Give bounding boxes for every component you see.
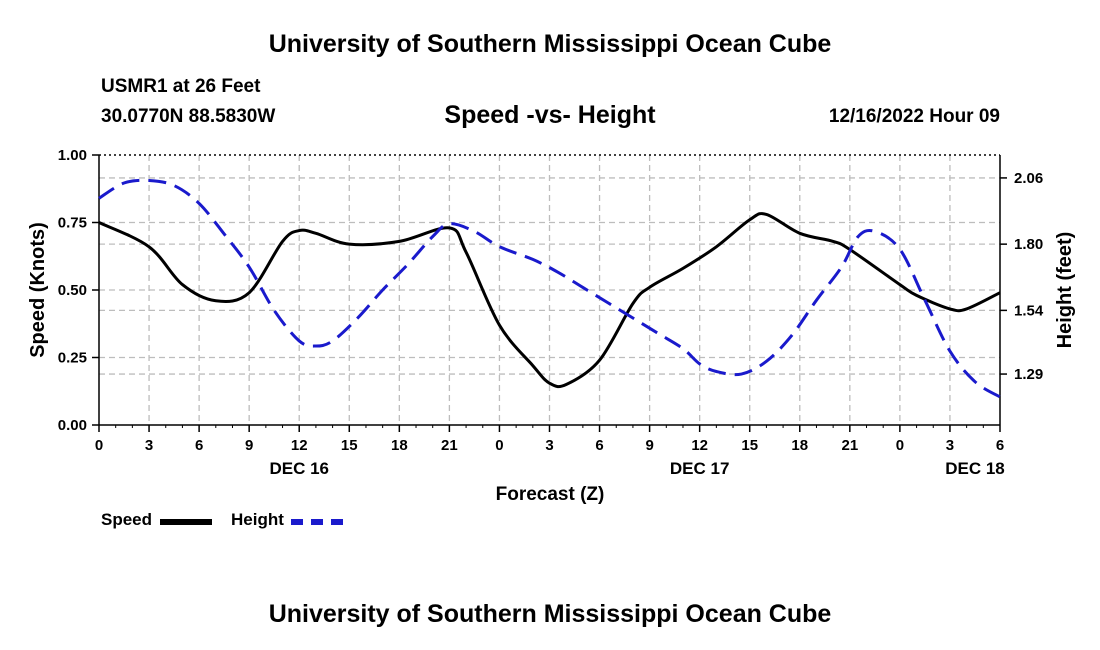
date-label: DEC 16 [269,459,329,478]
x-tick-label: 18 [791,437,808,454]
x-tick-label: 21 [841,437,858,454]
date-label: DEC 17 [670,459,730,478]
x-tick-label: 6 [996,437,1004,454]
x-axis-label: Forecast (Z) [496,484,605,505]
x-tick-label: 12 [691,437,708,454]
x-tick-label: 9 [245,437,253,454]
chart-title-top: University of Southern Mississippi Ocean… [268,30,832,58]
y-tick-label: 0.50 [58,282,87,299]
x-tick-label: 21 [441,437,458,454]
coordinates-label: 30.0770N 88.5830W [101,106,276,127]
series-lines [98,178,1001,399]
chart-grid [99,155,1000,425]
x-tick-label: 18 [391,437,408,454]
legend-height-label: Height [231,510,284,529]
y2-tick-label: 2.06 [1014,170,1043,187]
x-tick-label: 15 [741,437,758,454]
x-tick-label: 3 [946,437,954,454]
station-label: USMR1 at 26 Feet [101,76,261,97]
y-axis-label: Speed (Knots) [27,222,49,358]
x-tick-label: 0 [495,437,503,454]
chart-subtitle: Speed -vs- Height [444,101,656,129]
forecast-datetime: 12/16/2022 Hour 09 [828,106,1000,127]
x-tick-label: 9 [645,437,653,454]
y2-tick-label: 1.29 [1014,366,1043,383]
legend-height-swatch [291,519,343,525]
x-tick-label: 3 [545,437,553,454]
y2-tick-label: 1.80 [1014,236,1043,253]
y-tick-label: 0.00 [58,417,87,434]
x-tick-label: 0 [95,437,103,454]
x-tick-label: 6 [595,437,603,454]
height-series-line [98,178,1001,399]
x-tick-label: 6 [195,437,203,454]
x-tick-label: 3 [145,437,153,454]
x-tick-label: 15 [341,437,358,454]
x-tick-label: 0 [896,437,904,454]
y-tick-label: 1.00 [58,147,87,164]
legend-speed-swatch [160,519,212,525]
y2-axis-label: Height (feet) [1054,232,1076,349]
legend-speed-label: Speed [101,510,153,529]
y-tick-label: 0.75 [58,215,87,232]
chart-title-bottom: University of Southern Mississippi Ocean… [268,600,832,628]
axis-ticks: 0 3 6 9 12 15 18 21 0 3 6 9 12 15 18 21 0 3 6 DEC 16 DEC 17 D… [58,147,1044,478]
y-tick-label: 0.25 [58,350,87,367]
x-tick-label: 12 [291,437,308,454]
y2-tick-label: 1.54 [1014,302,1044,319]
date-label: DEC 18 [945,459,1005,478]
